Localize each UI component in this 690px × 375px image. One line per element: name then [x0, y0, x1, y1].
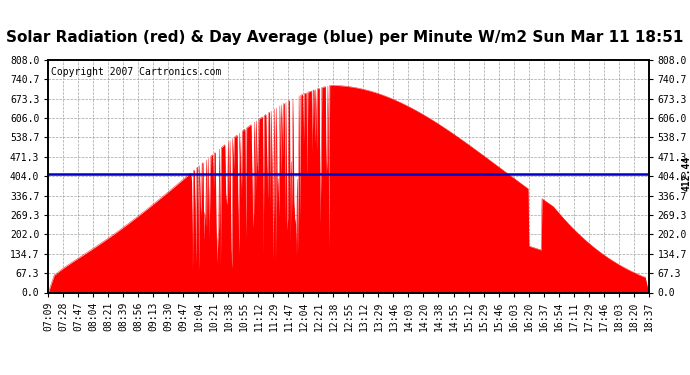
Text: Copyright 2007 Cartronics.com: Copyright 2007 Cartronics.com — [51, 67, 221, 77]
Text: 412.44: 412.44 — [0, 156, 2, 192]
Text: 412.44: 412.44 — [682, 156, 690, 192]
Text: Solar Radiation (red) & Day Average (blue) per Minute W/m2 Sun Mar 11 18:51: Solar Radiation (red) & Day Average (blu… — [6, 30, 684, 45]
